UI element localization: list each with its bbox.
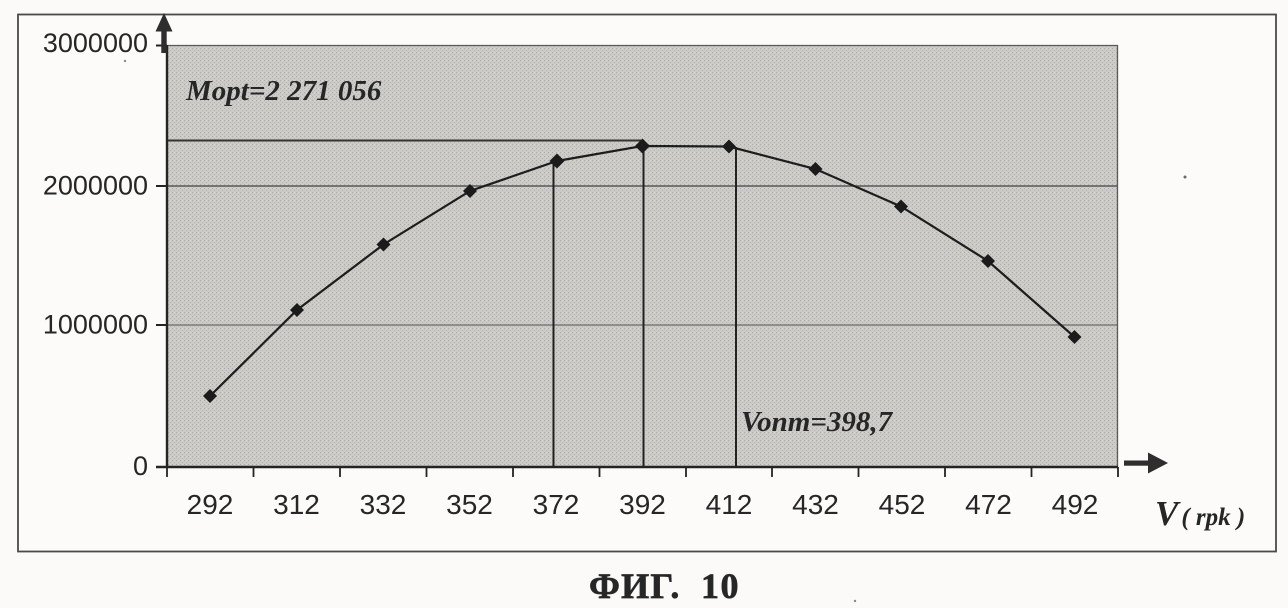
svg-text:352: 352	[446, 489, 493, 520]
svg-text:332: 332	[360, 489, 407, 520]
svg-text:ФИГ.: ФИГ.	[589, 566, 681, 606]
svg-text:Mopt=2 271 056: Mopt=2 271 056	[185, 75, 382, 107]
svg-text:432: 432	[792, 489, 839, 520]
svg-text:0: 0	[133, 451, 148, 481]
svg-text:372: 372	[533, 489, 580, 520]
svg-text:492: 492	[1052, 489, 1099, 520]
svg-text:452: 452	[879, 489, 926, 520]
svg-text:392: 392	[619, 489, 666, 520]
svg-text:1000000: 1000000	[43, 310, 148, 340]
svg-text:3000000: 3000000	[43, 28, 148, 58]
svg-text:472: 472	[965, 489, 1012, 520]
svg-text:412: 412	[706, 489, 753, 520]
svg-text:2000000: 2000000	[43, 171, 148, 201]
svg-text:Vonm=398,7: Vonm=398,7	[741, 406, 894, 438]
svg-text:10: 10	[701, 566, 740, 606]
svg-text:292: 292	[187, 489, 234, 520]
svg-text:312: 312	[273, 489, 320, 520]
